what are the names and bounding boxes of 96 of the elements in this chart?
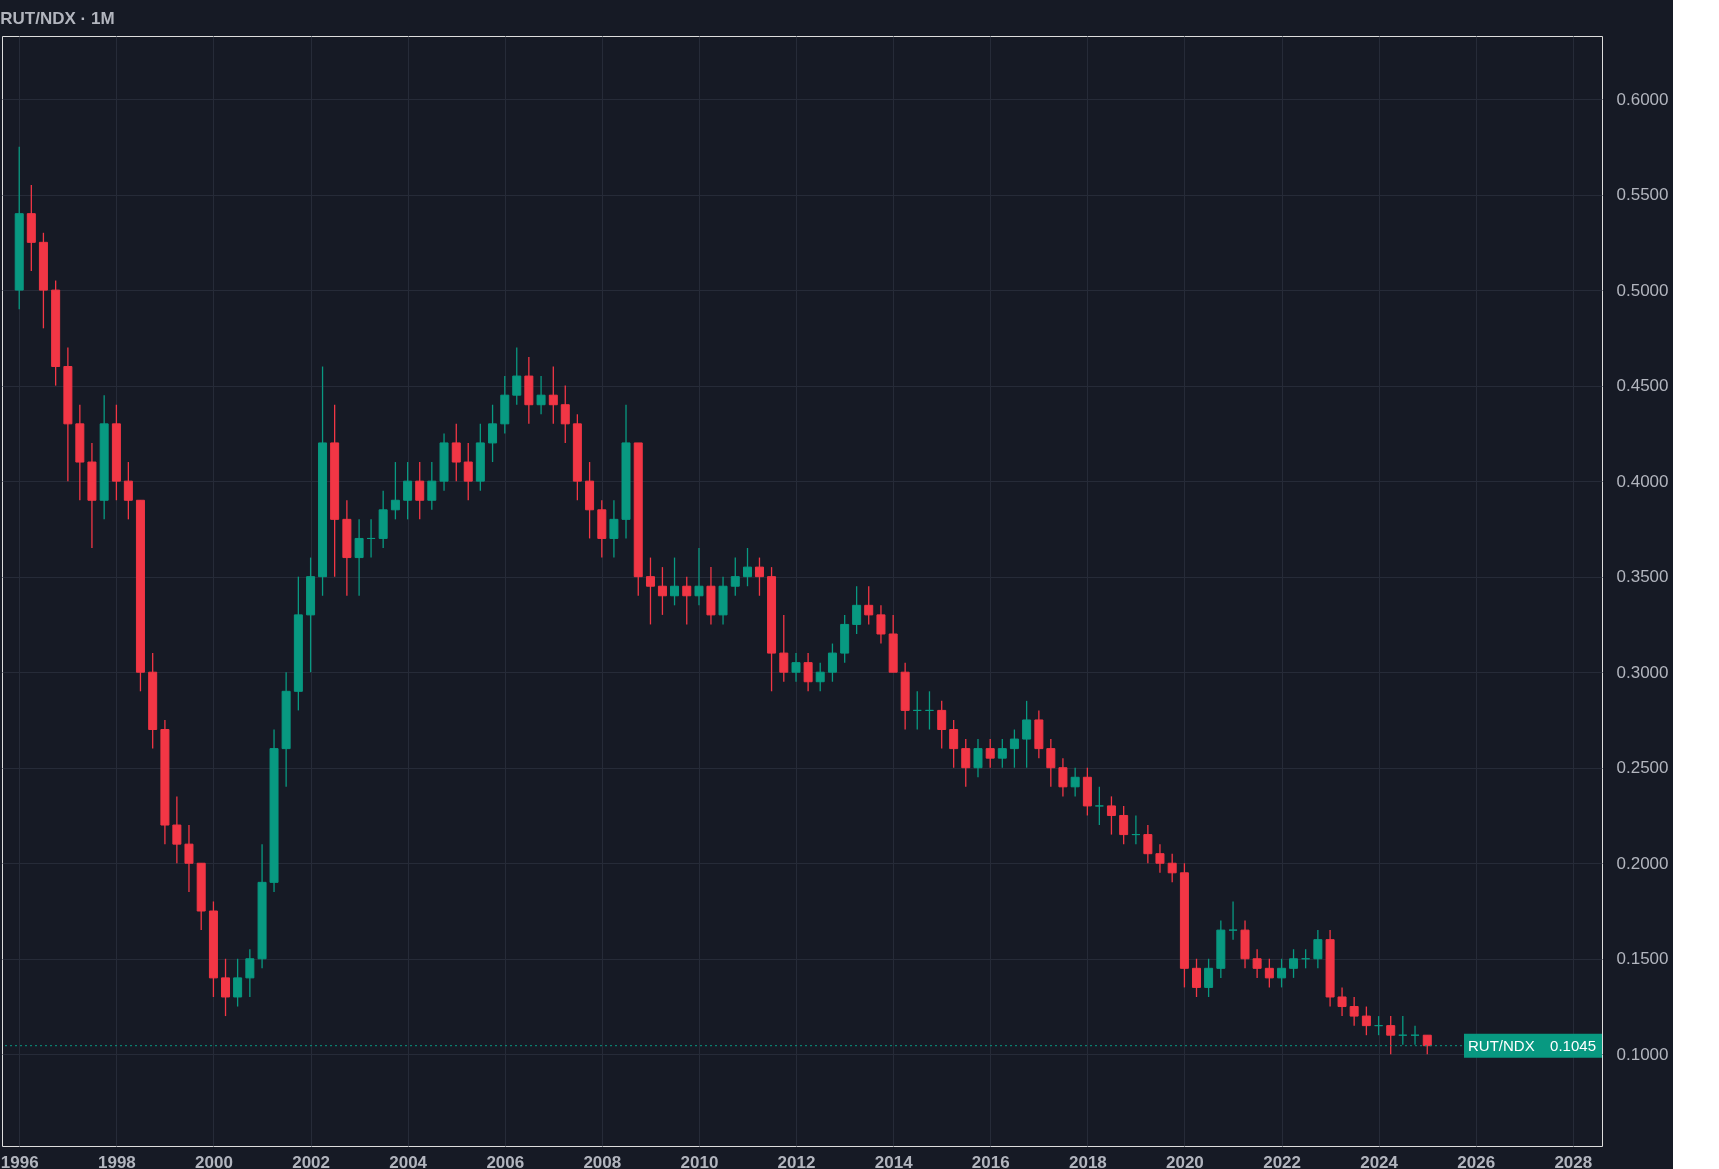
candlestick: [233, 958, 243, 1008]
candlestick: [1337, 986, 1347, 1017]
candlestick: [427, 461, 437, 511]
candlestick: [415, 461, 425, 521]
candlestick: [1022, 700, 1032, 769]
candlestick: [1204, 958, 1214, 998]
candlestick: [390, 461, 400, 521]
x-tick-label: 2028: [1554, 1152, 1593, 1169]
candlestick: [536, 375, 546, 415]
candlestick: [172, 795, 182, 864]
y-tick-label: 0.3500: [1616, 567, 1669, 587]
y-tick-label: 0.4000: [1616, 471, 1669, 491]
annotation: 0.1045: [1550, 1036, 1596, 1054]
candlestick: [1313, 929, 1323, 969]
candlestick: [1264, 958, 1274, 989]
candlestick: [512, 346, 522, 406]
candlestick: [1349, 996, 1359, 1027]
candlestick: [1070, 767, 1080, 798]
candlestick: [1361, 1005, 1371, 1036]
chart-title: RUT/NDX · 1M: [0, 9, 115, 28]
candlestick: [791, 652, 801, 683]
candlestick: [1167, 853, 1177, 883]
candlestick: [1155, 843, 1165, 874]
x-tick-label: 2022: [1263, 1152, 1301, 1169]
candlestick: [1106, 795, 1116, 836]
candlestick: [997, 738, 1007, 769]
candlestick: [694, 547, 704, 606]
candlestick: [682, 576, 692, 626]
candlestick: [123, 461, 133, 521]
candlestick: [1277, 958, 1287, 989]
y-tick-label: 0.1500: [1616, 949, 1669, 969]
candlestick: [488, 404, 498, 463]
x-tick-label: 2024: [1360, 1152, 1399, 1169]
x-tick-label: 2008: [583, 1152, 622, 1169]
x-tick-label: 2002: [292, 1152, 331, 1169]
y-tick-label: 0.6000: [1616, 89, 1669, 109]
candlestick: [864, 585, 874, 626]
candlestick: [985, 738, 995, 769]
candlestick: [1094, 786, 1104, 826]
candlestick: [852, 585, 862, 635]
x-tick-label: 1998: [97, 1152, 136, 1169]
x-tick-label: 2000: [195, 1152, 233, 1169]
candlestick: [779, 614, 789, 683]
candlestick: [1422, 1034, 1432, 1055]
y-tick-label: 0.2500: [1616, 758, 1669, 778]
candlestick: [657, 566, 667, 616]
y-tick-label: 0.3000: [1616, 662, 1669, 682]
candlestick: [184, 824, 194, 893]
candlestick: [1192, 958, 1202, 998]
x-tick-label: 2004: [389, 1152, 428, 1169]
candlestick: [221, 958, 231, 1017]
candlestick: [1289, 948, 1299, 979]
candlestick: [1046, 738, 1056, 788]
x-tick-label: 1996: [0, 1152, 39, 1169]
candlestick: [961, 738, 971, 788]
candlestick: [609, 499, 619, 559]
candlestick: [1252, 948, 1262, 979]
x-tick-label: 2018: [1068, 1152, 1107, 1169]
candlestick: [754, 556, 764, 597]
candlestick: [645, 556, 655, 626]
candlestick: [245, 948, 255, 998]
candlestick: [354, 518, 364, 597]
candlestick: [949, 719, 959, 769]
x-tick-label: 2020: [1166, 1152, 1204, 1169]
x-tick-label: 2016: [971, 1152, 1010, 1169]
candlestick: [815, 661, 825, 692]
y-tick-label: 0.2000: [1616, 853, 1669, 873]
candlestick: [1058, 757, 1068, 798]
candlestick: [403, 461, 413, 521]
candlestick: [463, 442, 473, 501]
candlestick: [730, 556, 740, 597]
candlestick: [1386, 1015, 1396, 1055]
candlestick: [827, 642, 837, 683]
candlestick: [973, 738, 983, 778]
x-tick-label: 2014: [874, 1152, 914, 1169]
candlestick: [451, 423, 461, 482]
candlestick: [548, 365, 558, 425]
candlestick: [1228, 900, 1238, 941]
x-tick-label: 2026: [1457, 1152, 1496, 1169]
y-tick-label: 0.5000: [1616, 280, 1669, 300]
candlestick: [1009, 728, 1019, 769]
y-tick-label: 0.5500: [1616, 185, 1669, 205]
candlestick: [743, 547, 752, 587]
x-tick-label: 2012: [777, 1152, 816, 1169]
candlestick: [1143, 824, 1153, 864]
y-tick-label: 0.4500: [1616, 376, 1669, 396]
candlestick: [803, 652, 813, 692]
candlestick: [670, 556, 680, 606]
candlestick: [1119, 805, 1129, 845]
candlestick: [937, 700, 947, 750]
candlestick: [876, 604, 886, 645]
ref-line-label: RUT/NDX: [1468, 1036, 1535, 1054]
y-tick-label: 0.1000: [1616, 1044, 1669, 1064]
x-tick-label: 2010: [680, 1152, 719, 1169]
candlestick: [560, 384, 570, 444]
x-tick-label: 2006: [486, 1152, 525, 1169]
